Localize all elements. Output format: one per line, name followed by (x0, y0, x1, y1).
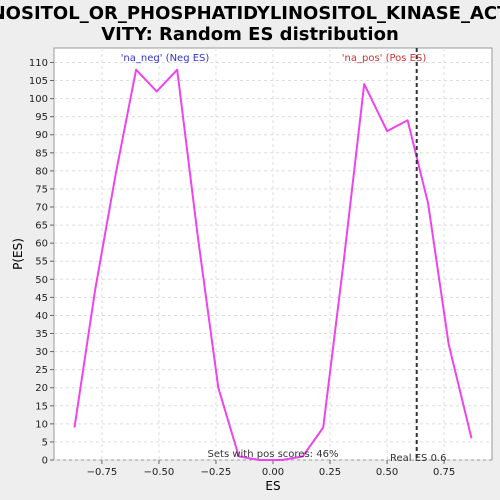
y-tick-label: 40 (35, 311, 48, 322)
x-tick-label: 0.00 (262, 467, 284, 478)
x-tick-label: 0.75 (433, 467, 455, 478)
y-tick-label: 35 (35, 329, 48, 340)
y-tick-label: 95 (35, 112, 48, 123)
pos-es-label: 'na_pos' (Pos ES) (342, 53, 427, 64)
y-tick-label: 10 (35, 419, 48, 430)
y-tick-label: 25 (35, 365, 48, 376)
chart-title-line-1: INOSITOL_OR_PHOSPHATIDYLINOSITOL_KINASE_… (0, 3, 500, 24)
x-tick-label: 0.25 (319, 467, 341, 478)
y-tick-label: 55 (35, 257, 48, 268)
neg-es-label: 'na_neg' (Neg ES) (121, 53, 210, 64)
y-axis-label: P(ES) (11, 238, 25, 270)
chart-title-line-2: VITY: Random ES distribution (101, 24, 399, 45)
y-tick-label: 20 (35, 383, 48, 394)
y-tick-label: 75 (35, 184, 48, 195)
x-axis-ticks: −0.75 −0.50 −0.25 0.00 0.25 0.50 0.75 (87, 460, 455, 478)
y-tick-label: 85 (35, 148, 48, 159)
y-tick-label: 100 (29, 94, 48, 105)
series-line (73, 68, 473, 461)
real-es-label: Real ES 0.6 (390, 453, 446, 464)
y-tick-label: 65 (35, 221, 48, 232)
x-axis-label: ES (265, 479, 280, 493)
y-tick-label: 15 (35, 401, 48, 412)
y-tick-label: 0 (42, 456, 48, 467)
x-tick-label: −0.50 (144, 467, 175, 478)
y-tick-label: 30 (35, 347, 48, 358)
y-tick-label: 80 (35, 166, 48, 177)
pos-scores-label: Sets with pos scores: 46% (208, 449, 339, 460)
y-tick-label: 50 (35, 275, 48, 286)
x-tick-label: −0.25 (201, 467, 232, 478)
y-tick-label: 60 (35, 239, 48, 250)
y-tick-label: 110 (29, 58, 48, 69)
y-axis-ticks: 0 5 10 15 20 25 30 35 40 45 50 55 60 65 70 75 80 85 90 95 10… (29, 58, 54, 467)
y-tick-label: 70 (35, 203, 48, 214)
y-tick-label: 45 (35, 293, 48, 304)
grid (54, 48, 492, 461)
x-tick-label: −0.75 (87, 467, 118, 478)
y-tick-label: 5 (42, 437, 48, 448)
y-tick-label: 90 (35, 130, 48, 141)
y-tick-label: 105 (29, 76, 48, 87)
x-tick-label: 0.50 (376, 467, 398, 478)
